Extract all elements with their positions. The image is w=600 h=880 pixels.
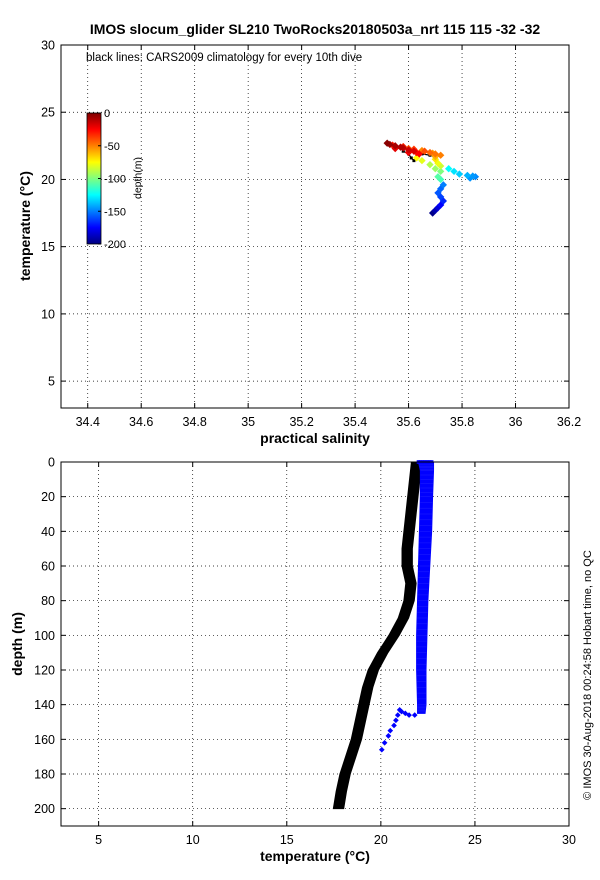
profile-chart: 5 10 15 20 25 30 020406080100120140160180200 … <box>9 456 576 865</box>
profile-climatology-series <box>332 461 423 810</box>
ts-glider-point <box>404 146 413 154</box>
ts-axes-box <box>60 44 570 409</box>
profile-axes-box <box>60 461 570 827</box>
profile-y-tick-label: 180 <box>34 768 55 782</box>
profile-glider-point <box>378 746 385 753</box>
profile-y-tick-label: 80 <box>41 594 55 608</box>
colorbar-ticks: 0 -50 -100 -150 -200 <box>98 108 126 251</box>
profile-glider-point <box>411 712 418 718</box>
profile-gridlines <box>61 462 569 826</box>
ts-plot-area <box>61 45 569 408</box>
ts-y-tick-label: 10 <box>41 307 55 321</box>
colorbar-tick-label: -100 <box>104 174 126 186</box>
profile-x-tick-label: 20 <box>374 833 388 847</box>
profile-glider-point <box>393 717 399 724</box>
ts-x-tick-label: 35.6 <box>396 415 420 429</box>
profile-y-tick-label: 0 <box>48 456 55 470</box>
profile-glider-point <box>381 739 388 746</box>
ts-y-tick-label: 5 <box>48 375 55 389</box>
profile-y-tick-label: 20 <box>41 490 55 504</box>
ts-x-tick-label: 34.4 <box>76 415 100 429</box>
ts-x-tick-label: 36 <box>509 415 523 429</box>
ts-glider-series <box>383 139 480 217</box>
profile-glider-point <box>394 712 401 718</box>
profile-y-tick-label: 120 <box>34 664 55 678</box>
profile-x-tick-label: 15 <box>280 833 294 847</box>
profile-climatology-band <box>332 461 423 810</box>
ts-climatology-point <box>412 159 416 163</box>
ts-x-tick-label: 34.6 <box>129 415 153 429</box>
profile-x-axis-label: temperature (°C) <box>260 848 370 864</box>
ts-x-tick-label: 35 <box>241 415 255 429</box>
ts-glider-point <box>431 165 439 173</box>
ts-x-tick-label: 34.8 <box>183 415 207 429</box>
profile-y-tick-label: 100 <box>34 629 55 643</box>
profile-y-axis-label: depth (m) <box>9 612 25 676</box>
profile-x-tick-label: 5 <box>95 833 102 847</box>
ts-x-axis-label: practical salinity <box>260 430 370 446</box>
ts-chart: 34.4 34.6 34.8 35 35.2 35.4 35.6 35.8 36 36.2 5 10… <box>17 39 581 447</box>
profile-y-tick-label: 160 <box>34 733 55 747</box>
profile-glider-point <box>387 727 394 734</box>
ts-glider-point <box>396 143 405 151</box>
profile-x-tick-label: 30 <box>562 833 576 847</box>
footer-credit: © IMOS 30-Aug-2018 00:24:58 Hobart time,… <box>582 550 594 800</box>
ts-glider-point <box>426 148 434 157</box>
profile-x-tick-label: 25 <box>468 833 482 847</box>
ts-x-tick-label: 36.2 <box>557 415 581 429</box>
colorbar-label: depth(m) <box>132 157 144 199</box>
colorbar-tick-label: -150 <box>104 206 126 218</box>
profile-x-tick-label: 10 <box>186 833 200 847</box>
ts-y-tick-label: 30 <box>41 39 55 53</box>
colorbar-tick-label: 0 <box>104 108 110 120</box>
profile-y-tick-label: 60 <box>41 560 55 574</box>
figure-title: IMOS slocum_glider SL210 TwoRocks2018050… <box>90 21 541 37</box>
profile-y-ticks: 0 20 40 60 80 100 120 140 160 180 200 <box>34 456 569 816</box>
profile-plot-area <box>61 462 569 826</box>
ts-glider-point <box>445 165 453 173</box>
ts-glider-point <box>463 171 472 180</box>
ts-annotation: black lines: CARS2009 climatology for ev… <box>86 52 362 64</box>
ts-gridlines <box>61 45 569 408</box>
ts-y-ticks: 5 10 15 20 25 30 <box>41 39 569 389</box>
profile-y-tick-label: 40 <box>41 525 55 539</box>
ts-x-ticks: 34.4 34.6 34.8 35 35.2 35.4 35.6 35.8 36 36.2 <box>76 45 581 429</box>
profile-x-ticks: 5 10 15 20 25 30 <box>95 462 576 847</box>
colorbar-tick-label: -200 <box>104 239 126 251</box>
colorbar-tick-label: -50 <box>104 141 120 153</box>
ts-y-axis-label: temperature (°C) <box>17 171 33 281</box>
ts-y-tick-label: 25 <box>41 106 55 120</box>
depth-colorbar: 0 -50 -100 -150 -200 depth(m) <box>86 108 144 251</box>
profile-y-tick-label: 200 <box>34 802 55 816</box>
ts-x-tick-label: 35.4 <box>343 415 367 429</box>
profile-glider-point <box>391 722 397 729</box>
ts-y-tick-label: 15 <box>41 240 55 254</box>
ts-y-tick-label: 20 <box>41 173 55 187</box>
ts-climatology-point <box>409 156 413 160</box>
ts-x-tick-label: 35.2 <box>289 415 313 429</box>
profile-glider-point <box>396 707 403 713</box>
ts-x-tick-label: 35.8 <box>450 415 474 429</box>
ts-glider-point <box>450 167 458 176</box>
ts-glider-point <box>434 173 442 181</box>
profile-glider-point <box>385 733 392 739</box>
profile-y-tick-label: 140 <box>34 698 55 712</box>
